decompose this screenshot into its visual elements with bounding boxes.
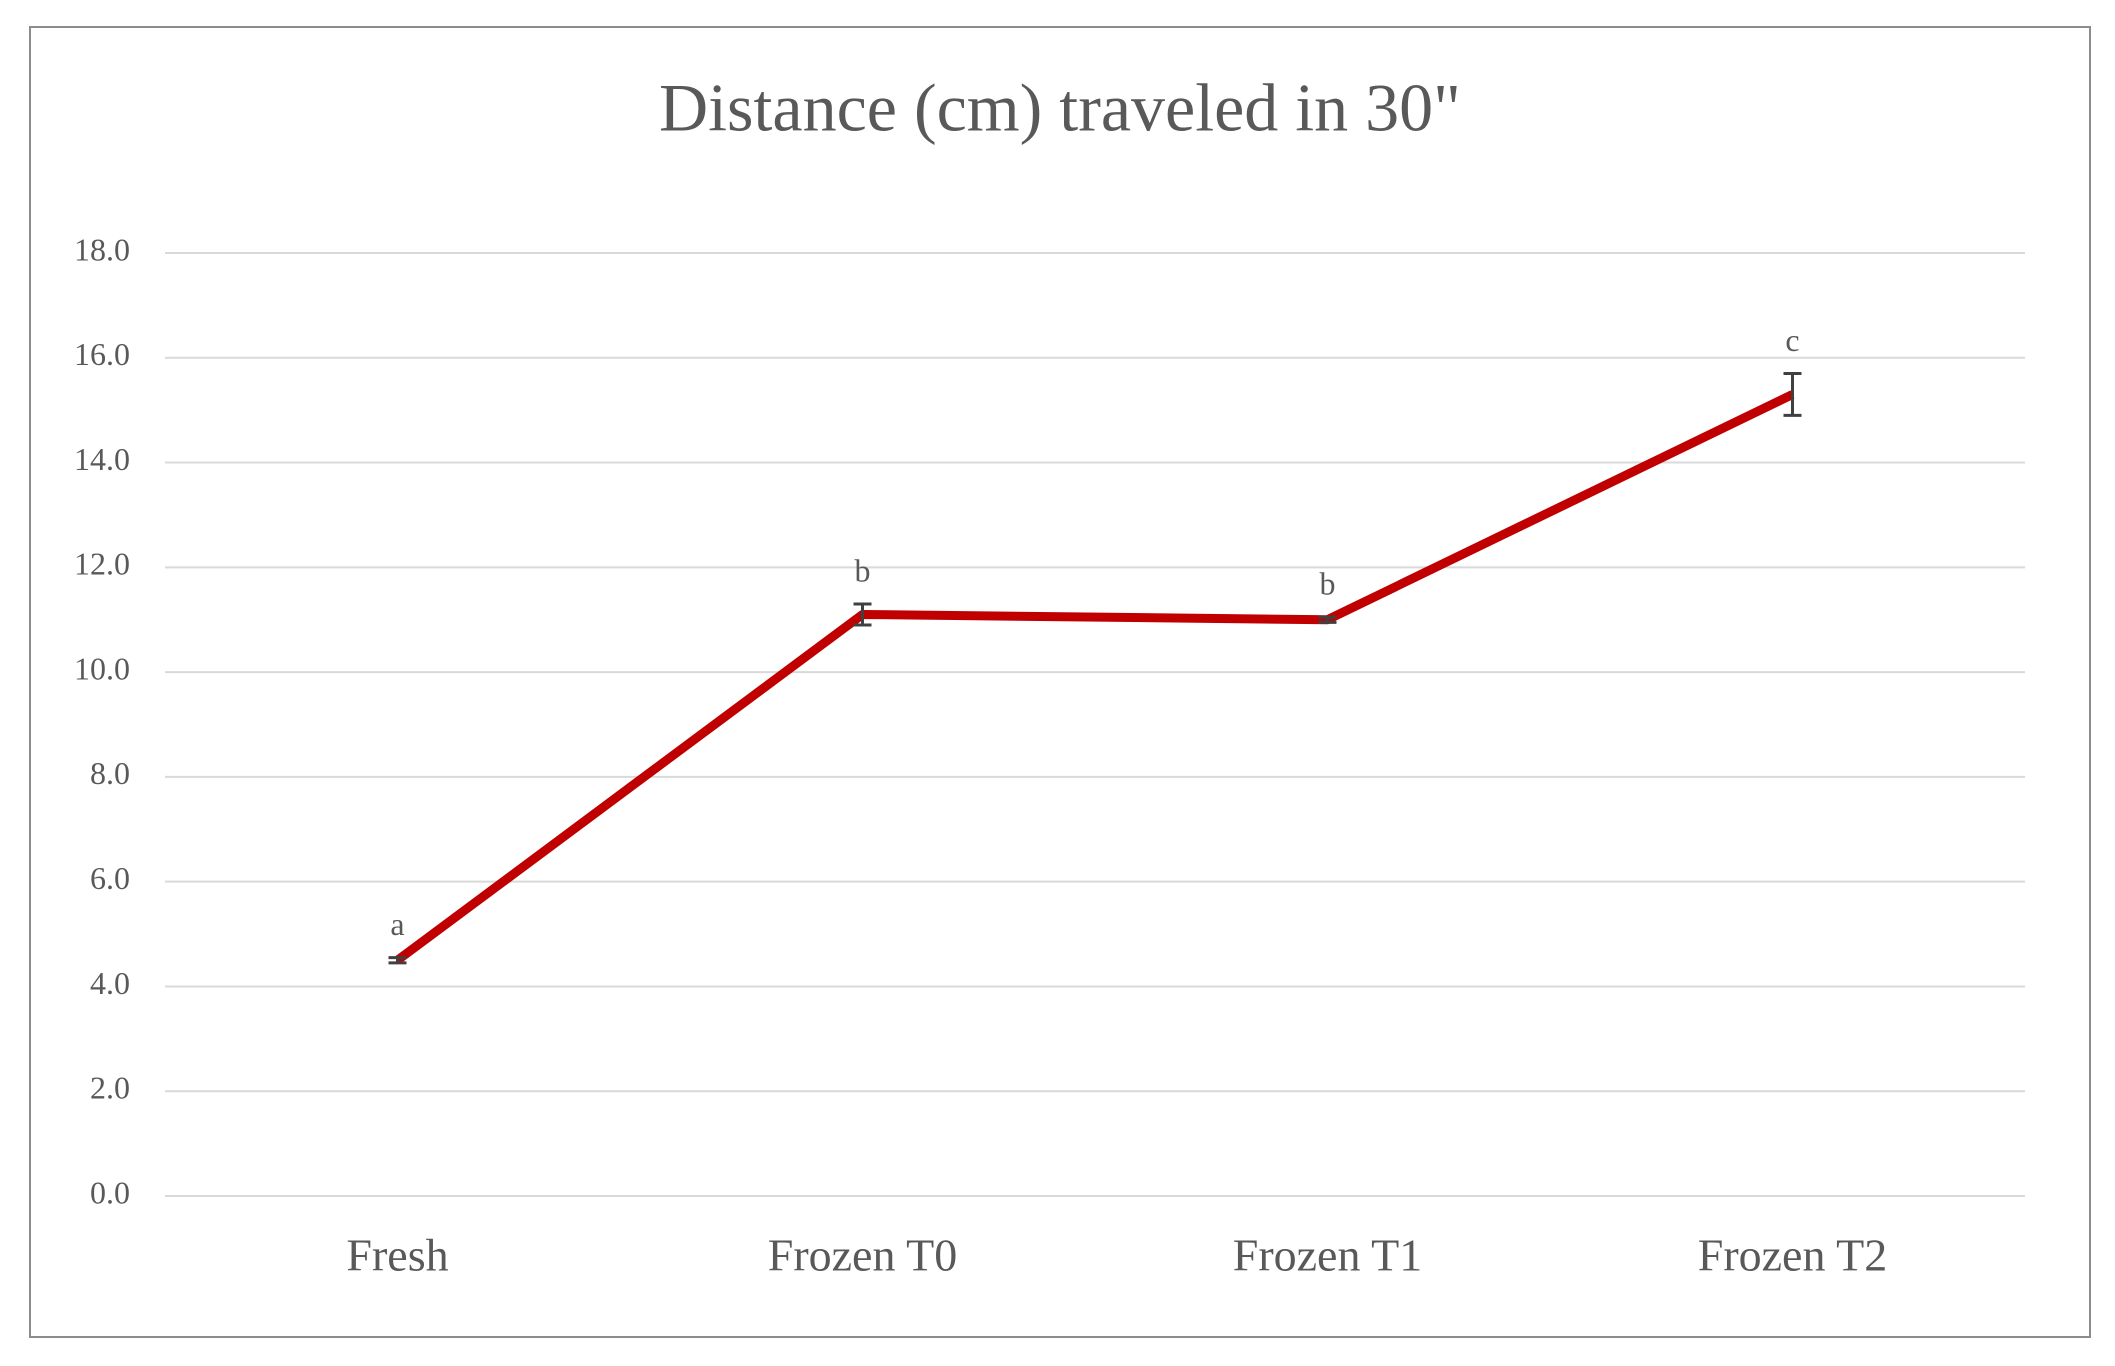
error-bar: [1783, 371, 1802, 417]
chart-frame: [29, 26, 2091, 1338]
data-annotation: a: [390, 906, 404, 942]
y-tick-label: 4.0: [90, 965, 130, 1001]
x-tick-label: Frozen T0: [768, 1230, 958, 1281]
x-tick-label: Frozen T1: [1233, 1230, 1423, 1281]
y-tick-label: 18.0: [74, 231, 130, 267]
error-bar: [388, 956, 407, 965]
x-tick-label: Frozen T2: [1698, 1230, 1888, 1281]
y-tick-label: 10.0: [74, 650, 130, 686]
y-tick-label: 2.0: [90, 1070, 130, 1106]
data-annotation: c: [1785, 322, 1799, 358]
y-tick-label: 8.0: [90, 755, 130, 791]
error-bar: [853, 602, 872, 627]
y-tick-label: 0.0: [90, 1174, 130, 1210]
y-tick-label: 12.0: [74, 546, 130, 582]
y-tick-label: 6.0: [90, 860, 130, 896]
chart-title: Distance (cm) traveled in 30": [659, 70, 1461, 146]
x-tick-label: Fresh: [346, 1230, 448, 1281]
data-annotation: b: [855, 552, 871, 588]
y-tick-label: 16.0: [74, 336, 130, 372]
y-tick-label: 14.0: [74, 441, 130, 477]
error-bar: [1318, 615, 1337, 624]
data-annotation: b: [1320, 565, 1336, 601]
data-line: [394, 390, 1795, 964]
